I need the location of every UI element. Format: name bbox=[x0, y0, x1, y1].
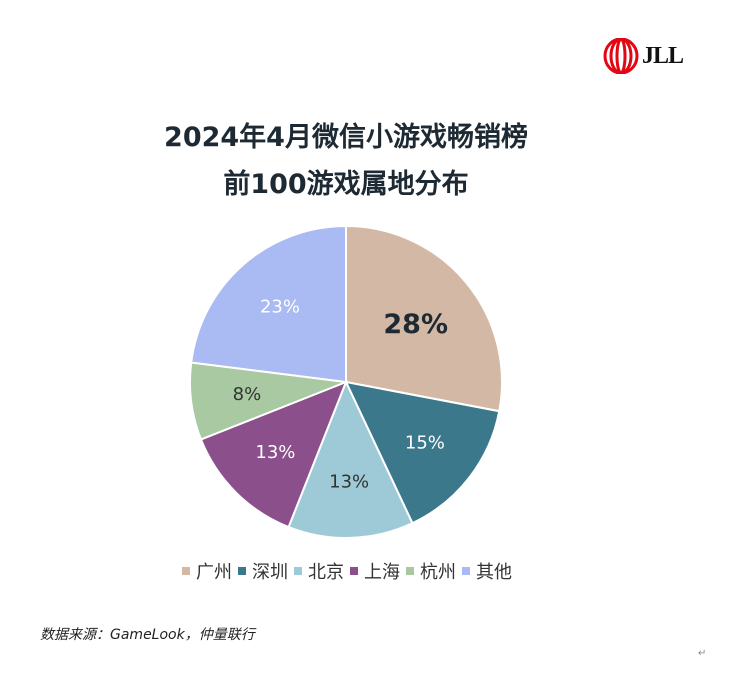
jll-logo: JLL bbox=[603, 38, 684, 74]
chart-title-line-1: 2024年4月微信小游戏畅销榜 bbox=[164, 122, 528, 153]
legend-swatch bbox=[294, 567, 302, 575]
legend-label: 深圳 bbox=[252, 562, 288, 583]
legend-label: 上海 bbox=[364, 562, 400, 583]
legend-swatch bbox=[462, 567, 470, 575]
pie-slice-3 bbox=[199, 380, 348, 529]
legend-item-5: 其他 bbox=[462, 558, 512, 584]
data-label-1: 15% bbox=[405, 433, 445, 454]
legend-label: 北京 bbox=[308, 562, 344, 583]
data-label-2: 13% bbox=[329, 471, 369, 492]
legend-swatch bbox=[238, 567, 246, 575]
legend-item-2: 北京 bbox=[294, 558, 344, 584]
data-label-4: 8% bbox=[233, 384, 262, 405]
data-label-5: 23% bbox=[260, 297, 300, 318]
legend-swatch bbox=[182, 567, 190, 575]
pie-slice-0 bbox=[345, 224, 503, 413]
legend-item-3: 上海 bbox=[350, 558, 400, 584]
return-mark: ↵ bbox=[698, 648, 707, 659]
pie-slice-2 bbox=[287, 379, 414, 539]
legend-label: 广州 bbox=[196, 562, 232, 583]
pie-slice-5 bbox=[190, 224, 347, 384]
data-label-0: 28% bbox=[383, 309, 448, 340]
legend-swatch bbox=[350, 567, 358, 575]
logo-text: JLL bbox=[642, 42, 684, 69]
jll-logo-icon bbox=[603, 38, 639, 74]
legend-label: 其他 bbox=[476, 562, 512, 583]
legend-item-0: 广州 bbox=[182, 558, 232, 584]
legend: 广州 深圳 北京 上海 杭州 其他 bbox=[182, 558, 518, 584]
legend-item-1: 深圳 bbox=[238, 558, 288, 584]
chart-title-line-2: 前100游戏属地分布 bbox=[223, 169, 469, 200]
legend-item-4: 杭州 bbox=[406, 558, 456, 584]
legend-label: 杭州 bbox=[420, 562, 456, 583]
legend-swatch bbox=[406, 567, 414, 575]
data-label-3: 13% bbox=[255, 442, 295, 463]
source-note: 数据来源：GameLook，仲量联行 bbox=[40, 627, 255, 643]
pie-slice-1 bbox=[344, 380, 501, 525]
